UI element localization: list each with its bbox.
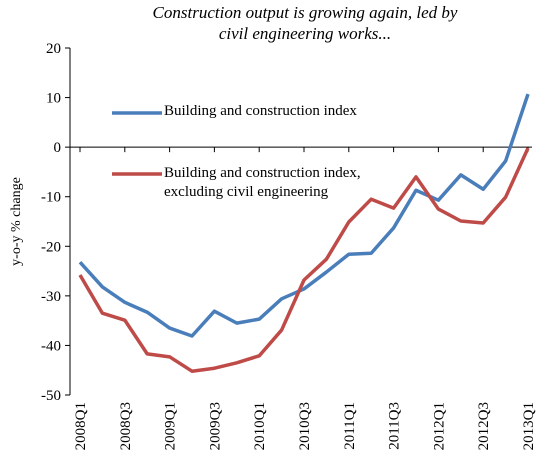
y-axis-label: y-o-y % change bbox=[9, 177, 24, 266]
x-tick-label: 2010Q3 bbox=[297, 402, 313, 450]
x-tick-label: 2009Q1 bbox=[163, 402, 179, 450]
line-series bbox=[78, 93, 530, 338]
y-tick-label: 10 bbox=[46, 91, 61, 107]
x-tick-label: 2008Q1 bbox=[73, 402, 89, 450]
x-tick-label: 2013Q1 bbox=[521, 402, 537, 450]
y-tick-label: -30 bbox=[41, 289, 61, 305]
x-tick-label: 2010Q1 bbox=[252, 402, 268, 450]
x-tick-label: 2012Q3 bbox=[476, 402, 492, 450]
chart-title: Construction output is growing again, le… bbox=[152, 3, 458, 43]
y-tick-label: -10 bbox=[41, 190, 61, 206]
y-tick-label: 20 bbox=[46, 41, 61, 57]
legend-label: Building and construction index, excludi… bbox=[164, 165, 361, 200]
y-tick-label: 0 bbox=[54, 140, 62, 156]
x-tick-label: 2011Q1 bbox=[342, 402, 358, 450]
y-tick-label: -20 bbox=[41, 239, 61, 255]
x-tick-label: 2009Q3 bbox=[207, 402, 223, 450]
line-series bbox=[78, 147, 530, 373]
x-tick-label: 2011Q3 bbox=[387, 402, 403, 450]
y-tick-label: -50 bbox=[41, 388, 61, 404]
x-tick-label: 2012Q1 bbox=[431, 402, 447, 450]
x-tick-label: 2008Q3 bbox=[118, 402, 134, 450]
y-tick-label: -40 bbox=[41, 338, 61, 354]
legend-label: Building and construction index bbox=[164, 103, 357, 119]
